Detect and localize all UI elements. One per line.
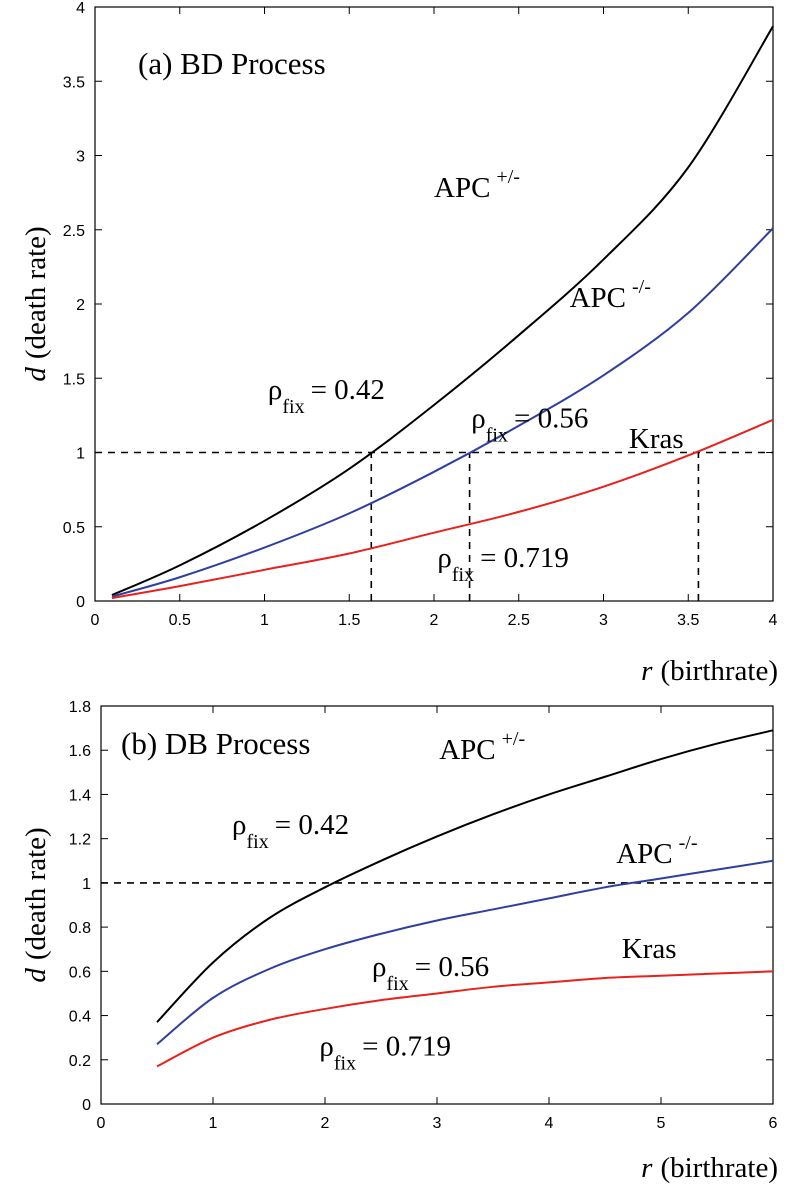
annotation-label: APC -/- — [616, 832, 697, 870]
x-tick-label: 5 — [657, 1115, 666, 1132]
y-tick-label: 1.6 — [69, 743, 91, 760]
y-tick-label: 1.8 — [69, 699, 91, 716]
y-tick-label: 0 — [76, 594, 85, 611]
y-tick-label: 0 — [82, 1097, 91, 1114]
x-tick-label: 2 — [321, 1115, 330, 1132]
y-tick-label: 4 — [76, 0, 85, 17]
series-line-2 — [156, 970, 774, 1068]
x-tick-label: 2 — [430, 612, 439, 629]
annotation-label: Kras — [629, 423, 684, 455]
annotation-label: Kras — [622, 933, 677, 965]
series-line-2 — [111, 418, 774, 600]
panel-title: (b) DB Process — [121, 726, 310, 761]
x-tick-label: 0 — [91, 612, 100, 629]
y-tick-label: 0.4 — [69, 1009, 91, 1026]
annotation-label: APC +/- — [434, 166, 520, 204]
x-axis-label: r (birthrate) — [641, 655, 778, 687]
annotation-label: APC +/- — [439, 728, 525, 766]
y-tick-label: 2 — [76, 297, 85, 314]
y-tick-label: 2.5 — [63, 223, 85, 240]
y-tick-label: 1.4 — [69, 787, 91, 804]
x-tick-label: 2.5 — [508, 612, 530, 629]
panel-a-bd-process: 0 0.5 1 1.5 2 2.5 3 3.5 4 0 0.5 1 1.5 2 2.5 3 3.5 4 (a) BD… — [20, 0, 778, 687]
annotation-label: ρfix= 0.719 — [437, 542, 569, 586]
panel-title: (a) BD Process — [138, 46, 326, 81]
x-tick-label: 1 — [209, 1115, 218, 1132]
x-tick-label: 0.5 — [169, 612, 191, 629]
y-tick-label: 0.2 — [69, 1053, 91, 1070]
y-tick-label: 1 — [76, 446, 85, 463]
y-axis-label: d(death rate) — [20, 226, 52, 381]
y-tick-label: 0.8 — [69, 920, 91, 937]
x-tick-label: 3 — [599, 612, 608, 629]
y-tick-label: 0.6 — [69, 964, 91, 981]
x-tick-label: 0 — [97, 1115, 106, 1132]
x-tick-label: 3 — [433, 1115, 442, 1132]
plot-frame — [94, 6, 774, 602]
y-tick-label: 1 — [82, 876, 91, 893]
annotation-label: ρfix= 0.719 — [319, 1030, 451, 1074]
x-tick-label: 6 — [769, 1115, 778, 1132]
y-tick-label: 1.5 — [63, 371, 85, 388]
series-line-1 — [111, 227, 774, 598]
y-tick-label: 0.5 — [63, 520, 85, 537]
x-tick-label: 4 — [545, 1115, 554, 1132]
annotation-label: ρfix= 0.56 — [372, 951, 489, 995]
x-axis-label: r (birthrate) — [641, 1152, 778, 1184]
series-line-0 — [156, 729, 774, 1023]
series-line-0 — [111, 25, 774, 596]
y-tick-label: 3.5 — [63, 74, 85, 91]
x-tick-label: 3.5 — [677, 612, 699, 629]
annotation-label: ρfix= 0.56 — [471, 402, 588, 446]
annotation-label: ρfix= 0.42 — [232, 809, 349, 853]
y-tick-label: 3 — [76, 149, 85, 166]
x-tick-label: 1.5 — [338, 612, 360, 629]
y-tick-label: 1.2 — [69, 832, 91, 849]
x-tick-label: 1 — [260, 612, 269, 629]
annotation-label: APC -/- — [570, 276, 651, 314]
y-axis-label: d(death rate) — [20, 827, 52, 982]
annotation-label: ρfix= 0.42 — [268, 374, 385, 418]
x-tick-label: 4 — [769, 612, 778, 629]
panel-b-db-process: 0 1 2 3 4 5 6 0 0.2 0.4 0.6 0.8 1 1.2 1.4 1.6 1.8 (b) DB … — [20, 699, 778, 1184]
series-line-1 — [156, 859, 774, 1046]
